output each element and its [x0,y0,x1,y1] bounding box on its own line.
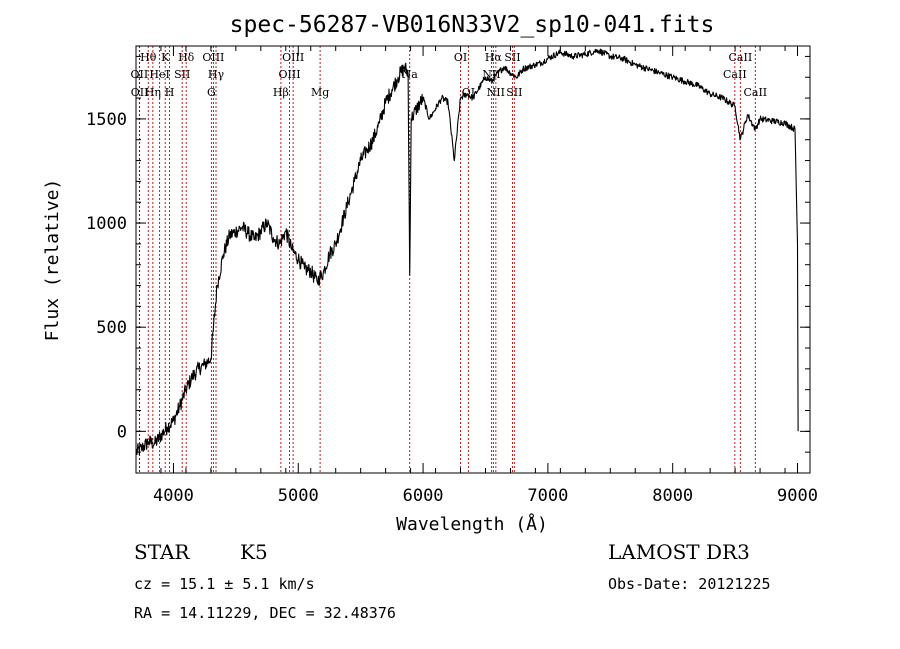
line-label-hδ: Hδ [178,51,195,64]
x-tick-label: 7000 [527,486,568,506]
line-label-sii: SII [506,86,522,99]
line-label-caii: CaII [743,86,767,99]
x-tick-label: 6000 [403,486,444,506]
y-axis-ticks: 0 500 1000 1500 [86,55,810,474]
line-label-caii: CaII [723,68,747,81]
line-label-oii: OII [131,86,149,99]
line-label-oiii: OIII [282,51,304,64]
line-label-oiii: OIII [202,51,224,64]
y-tick-label: 1000 [86,214,127,234]
line-label-sii: SII [174,68,190,81]
line-label-oi: OI [454,51,467,64]
spectral-subclass: K5 [240,540,268,564]
y-tick-label: 500 [96,318,127,338]
line-label-h: H [165,86,175,99]
survey-name: LAMOST DR3 [608,540,750,564]
observation-date: Obs-Date: 20121225 [608,575,771,593]
object-class: STAR [134,540,190,564]
line-label-nii: NII [487,86,505,99]
line-label-hei: HeI [149,68,169,81]
x-axis-label: Wavelength (Å) [396,513,548,535]
line-label-hα: Hα [485,51,503,64]
plot-frame [135,45,811,474]
y-tick-label: 0 [117,422,127,442]
y-tick-label: 1500 [86,110,127,130]
line-label-hβ: Hβ [273,86,289,99]
y-axis-label: Flux (relative) [42,179,63,342]
line-label-mg: Mg [311,86,329,99]
line-label-oii: OII [131,68,149,81]
line-label-k: K [161,51,170,64]
line-label-oiii: OIII [278,68,300,81]
x-tick-label: 5000 [278,486,319,506]
line-label-na: Na [402,68,419,81]
line-label-g: G [207,86,216,99]
redshift-velocity: cz = 15.1 ± 5.1 km/s [134,575,315,593]
line-label-sii: SII [504,51,520,64]
spectrum-line [135,48,799,456]
line-label-hθ: Hθ [140,51,157,64]
x-tick-label: 4000 [153,486,194,506]
line-label-hγ: Hγ [208,68,225,81]
emission-line-markers [138,46,756,473]
x-tick-label: 9000 [777,486,818,506]
line-label-hη: Hη [145,86,161,99]
x-tick-label: 8000 [652,486,693,506]
line-label-caii: CaII [729,51,753,64]
sky-coordinates: RA = 14.11229, DEC = 32.48376 [134,604,396,622]
x-axis-ticks: 4000 5000 6000 7000 8000 9000 [135,46,818,506]
chart-title: spec-56287-VB016N33V2_sp10-041.fits [230,12,715,38]
